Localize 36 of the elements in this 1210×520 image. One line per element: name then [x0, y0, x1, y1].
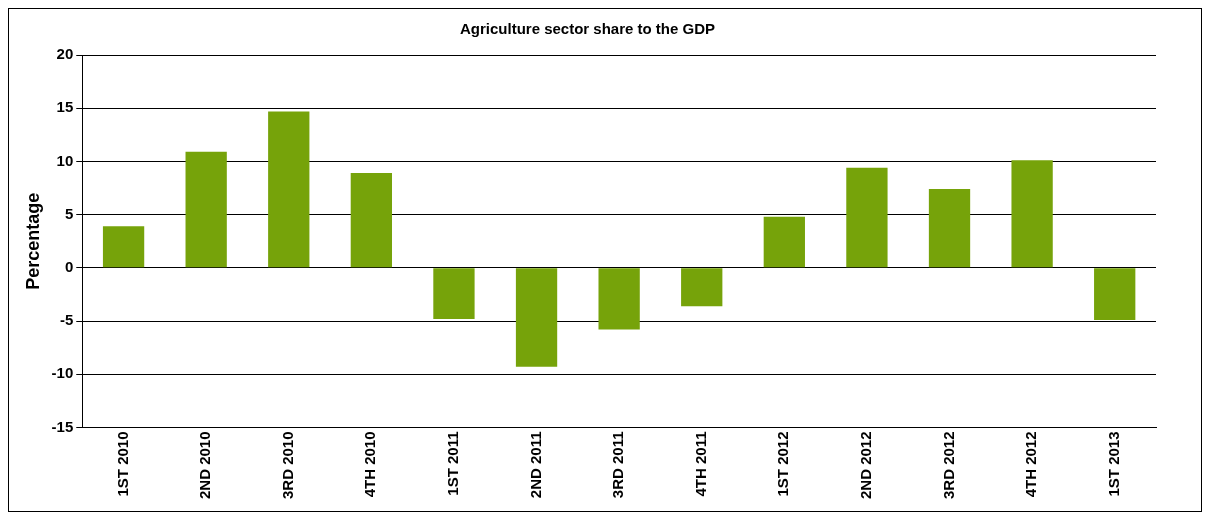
x-tick-label: 2ND 2011: [526, 431, 544, 499]
bar: [185, 151, 227, 268]
x-tick-label: 4TH 2010: [361, 431, 379, 498]
bar: [1094, 268, 1136, 320]
bar: [433, 268, 475, 319]
bar: [1011, 160, 1053, 268]
x-tick-label: 3RD 2011: [609, 431, 627, 499]
x-tick-label: 3RD 2010: [278, 431, 296, 499]
y-tick-label: 10: [56, 151, 74, 169]
x-tick-label: 3RD 2012: [939, 431, 957, 499]
y-tick-label: 20: [56, 45, 74, 63]
x-tick-label: 1ST 2011: [444, 431, 462, 496]
x-tick-label: 4TH 2012: [1022, 431, 1040, 498]
bar: [763, 216, 805, 268]
chart-title: Agriculture sector share to the GDP: [459, 20, 716, 38]
y-tick-label: -5: [59, 311, 74, 329]
bar: [102, 226, 145, 268]
bar: [846, 167, 888, 268]
x-tick-label: 2ND 2010: [196, 431, 214, 499]
bar: [928, 189, 971, 268]
bar: [268, 111, 310, 268]
y-tick-label: 0: [64, 257, 74, 275]
y-tick-label: -10: [51, 364, 74, 382]
x-tick-label: 1ST 2010: [113, 431, 131, 497]
x-tick-label: 4TH 2011: [691, 431, 709, 497]
y-tick-label: 15: [56, 98, 74, 116]
y-axis-title: Percentage: [22, 192, 43, 290]
bar: [350, 173, 393, 268]
y-tick-label: 5: [64, 204, 74, 222]
x-tick-label: 1ST 2013: [1104, 431, 1122, 497]
x-tick-label: 2ND 2012: [857, 431, 875, 499]
x-tick-label: 1ST 2012: [774, 431, 792, 497]
bar: [681, 268, 723, 307]
bar: [515, 268, 558, 367]
y-tick-label: -15: [51, 417, 74, 435]
bar: [598, 268, 640, 330]
